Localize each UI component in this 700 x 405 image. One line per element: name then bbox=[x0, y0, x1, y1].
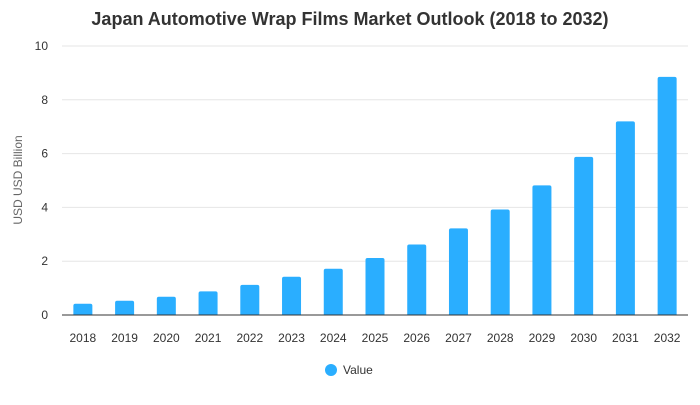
bar-2032 bbox=[657, 76, 677, 315]
x-tick-label: 2027 bbox=[445, 331, 472, 345]
x-axis-ticks: 2018 2019 2020 2021 2022 2023 2024 2025 2026 2027… bbox=[70, 331, 681, 345]
y-tick-label: 2 bbox=[41, 254, 48, 268]
x-tick-label: 2023 bbox=[278, 331, 305, 345]
x-tick-label: 2026 bbox=[403, 331, 430, 345]
bar-2030 bbox=[574, 156, 594, 315]
x-tick-label: 2022 bbox=[236, 331, 263, 345]
legend-label: Value bbox=[343, 363, 373, 377]
y-tick-label: 0 bbox=[41, 308, 48, 322]
bar-2020 bbox=[156, 296, 176, 315]
chart-title: Japan Automotive Wrap Films Market Outlo… bbox=[91, 9, 608, 29]
x-tick-label: 2018 bbox=[70, 331, 97, 345]
bar-2022 bbox=[240, 284, 260, 315]
x-tick-label: 2019 bbox=[111, 331, 138, 345]
bar-2026 bbox=[407, 244, 427, 315]
grid-lines bbox=[62, 45, 688, 262]
y-axis-label: USD USD Billion bbox=[11, 135, 25, 224]
x-tick-label: 2030 bbox=[570, 331, 597, 345]
y-axis-ticks: 0 2 4 6 8 10 bbox=[35, 39, 49, 322]
y-tick-label: 10 bbox=[35, 39, 49, 53]
x-tick-label: 2021 bbox=[195, 331, 222, 345]
x-tick-label: 2031 bbox=[612, 331, 639, 345]
bar-2021 bbox=[198, 291, 218, 315]
x-tick-label: 2032 bbox=[654, 331, 681, 345]
bar-2023 bbox=[282, 276, 302, 315]
bar-2029 bbox=[532, 185, 552, 315]
x-tick-label: 2029 bbox=[529, 331, 556, 345]
y-tick-label: 4 bbox=[41, 200, 48, 214]
bar-2031 bbox=[615, 121, 635, 315]
x-tick-label: 2024 bbox=[320, 331, 347, 345]
x-tick-label: 2025 bbox=[362, 331, 389, 345]
bar-2028 bbox=[490, 209, 510, 315]
y-tick-label: 8 bbox=[41, 93, 48, 107]
bar-2025 bbox=[365, 257, 385, 315]
legend-swatch bbox=[325, 364, 337, 376]
legend: Value bbox=[325, 363, 373, 377]
bar-2027 bbox=[448, 228, 468, 315]
bar-2019 bbox=[115, 300, 135, 315]
x-tick-label: 2020 bbox=[153, 331, 180, 345]
bar-2018 bbox=[73, 303, 93, 315]
bars bbox=[73, 76, 677, 315]
bar-2024 bbox=[323, 268, 343, 315]
y-tick-label: 6 bbox=[41, 147, 48, 161]
x-tick-label: 2028 bbox=[487, 331, 514, 345]
